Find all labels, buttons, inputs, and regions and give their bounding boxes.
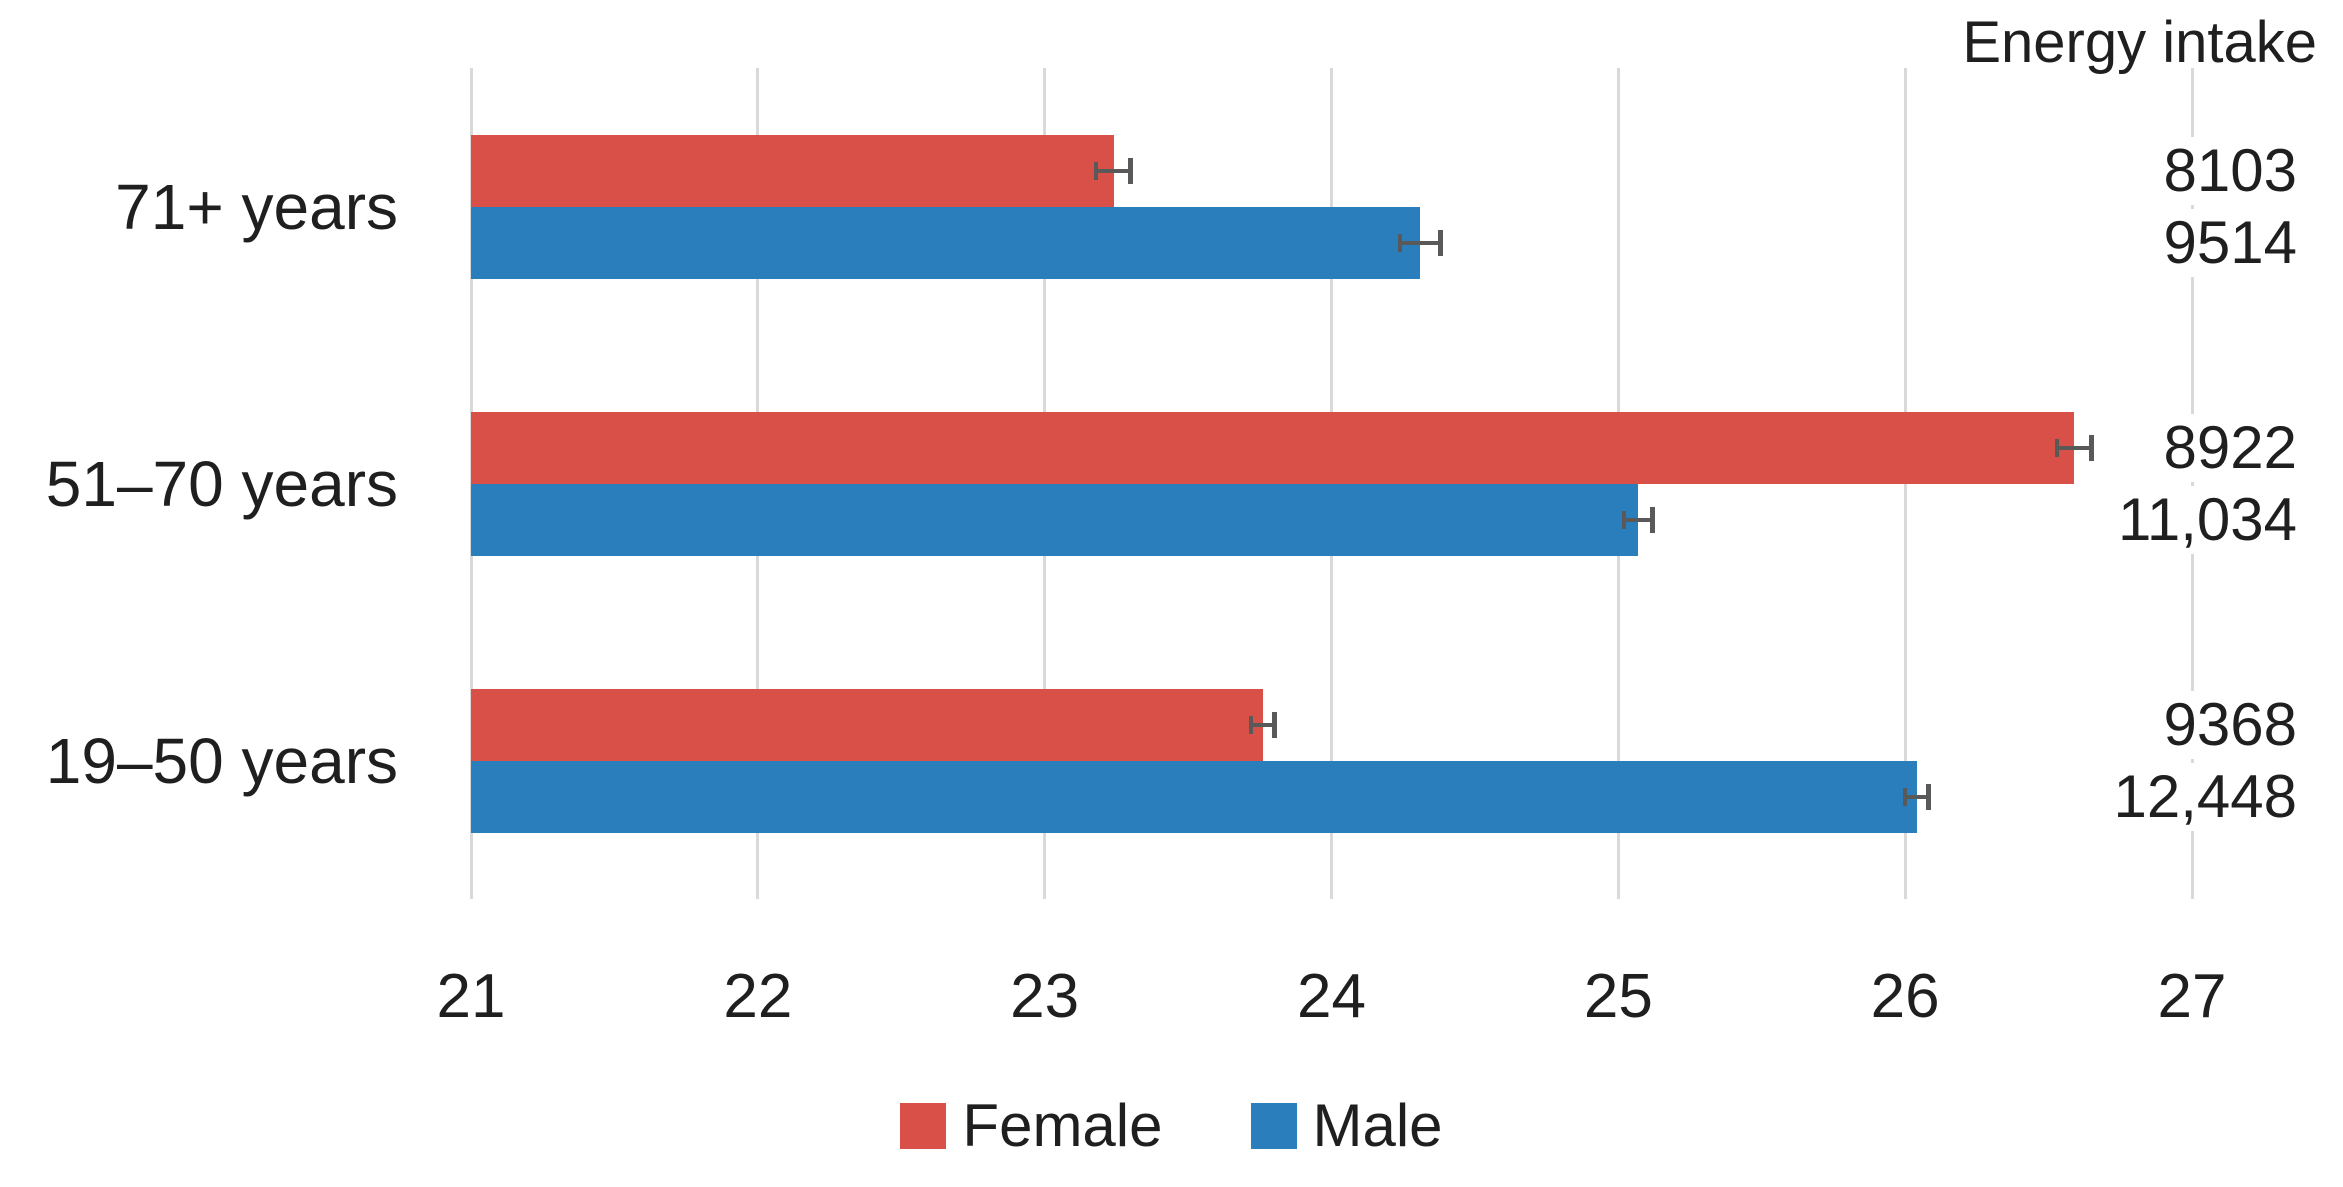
error-bar-cap-left — [2055, 438, 2060, 457]
legend-swatch-female — [900, 1103, 947, 1149]
legend: Female Male — [0, 1096, 2343, 1156]
legend-swatch-male — [1250, 1103, 1297, 1149]
bar-male-row1 — [471, 483, 1639, 556]
energy-intake-value-row2-female: 9368 — [2155, 690, 2299, 759]
energy-intake-value-row0-male: 9514 — [2155, 208, 2299, 277]
error-bar-male-row0 — [1400, 240, 1441, 245]
error-bar-female-row2 — [1251, 722, 1275, 727]
error-bar-cap-right — [1271, 711, 1277, 738]
error-bar-cap-right — [2089, 434, 2095, 461]
x-tick-21: 21 — [436, 962, 506, 1031]
error-bar-male-row2 — [1905, 794, 1929, 799]
category-label-0: 71+ years — [115, 170, 398, 243]
bar-male-row0 — [471, 206, 1421, 279]
category-label-2: 19–50 years — [45, 724, 398, 797]
error-bar-female-row1 — [2057, 445, 2092, 450]
x-tick-23: 23 — [1010, 962, 1080, 1031]
x-tick-24: 24 — [1297, 962, 1366, 1031]
category-label-1: 51–70 years — [45, 447, 398, 520]
energy-intake-value-row2-male: 12,448 — [2105, 762, 2299, 831]
gridline-26 — [1903, 68, 1907, 899]
energy-intake-column-title: Energy intake — [1962, 10, 2317, 75]
energy-intake-value-row1-male: 11,034 — [2109, 485, 2299, 554]
energy-intake-value-row1-female: 8922 — [2155, 413, 2299, 482]
error-bar-cap-left — [1622, 510, 1627, 529]
error-bar-cap-right — [1925, 783, 1931, 810]
error-bar-cap-right — [1650, 506, 1656, 533]
error-bar-cap-left — [1249, 715, 1254, 734]
error-bar-cap-right — [1437, 229, 1443, 256]
x-tick-22: 22 — [723, 962, 793, 1031]
error-bar-cap-left — [1094, 161, 1099, 180]
error-bar-cap-right — [1128, 157, 1134, 184]
error-bar-female-row0 — [1096, 168, 1131, 173]
x-tick-27: 27 — [2157, 962, 2227, 1031]
legend-label-male: Male — [1312, 1092, 1443, 1159]
bar-male-row2 — [471, 760, 1917, 833]
legend-item-female: Female — [900, 1092, 1163, 1159]
bar-female-row2 — [471, 688, 1263, 761]
x-tick-26: 26 — [1870, 962, 1940, 1031]
error-bar-male-row1 — [1624, 517, 1653, 522]
bar-female-row1 — [471, 411, 2075, 484]
error-bar-cap-left — [1903, 787, 1908, 806]
legend-label-female: Female — [962, 1092, 1163, 1159]
gridline-27 — [2190, 68, 2194, 899]
x-tick-25: 25 — [1583, 962, 1653, 1031]
plot-area — [469, 68, 2194, 899]
error-bar-cap-left — [1398, 233, 1403, 252]
bar-female-row0 — [471, 134, 1114, 207]
legend-item-male: Male — [1250, 1092, 1443, 1159]
energy-intake-value-row0-female: 8103 — [2155, 136, 2299, 205]
